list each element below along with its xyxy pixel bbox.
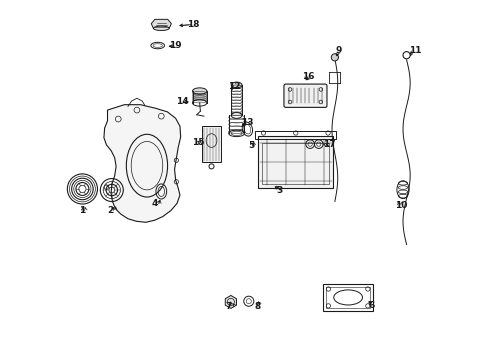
Text: 8: 8 bbox=[254, 302, 260, 311]
Text: 16: 16 bbox=[301, 72, 314, 81]
Text: 13: 13 bbox=[241, 118, 253, 127]
Text: 11: 11 bbox=[408, 46, 421, 55]
Text: 9: 9 bbox=[335, 46, 342, 55]
Bar bbox=[258, 136, 333, 188]
Text: 12: 12 bbox=[228, 82, 241, 91]
Ellipse shape bbox=[153, 26, 169, 31]
Text: 4: 4 bbox=[152, 199, 158, 208]
Ellipse shape bbox=[231, 82, 242, 88]
Bar bbox=[202, 126, 221, 162]
Bar bbox=[323, 284, 372, 311]
Polygon shape bbox=[104, 105, 180, 222]
Text: 3: 3 bbox=[276, 186, 283, 195]
Circle shape bbox=[330, 54, 338, 61]
Text: 10: 10 bbox=[394, 201, 407, 210]
Text: 7: 7 bbox=[225, 302, 232, 311]
Text: 14: 14 bbox=[176, 96, 188, 105]
Text: 17: 17 bbox=[323, 140, 335, 149]
Polygon shape bbox=[225, 296, 236, 309]
Text: 15: 15 bbox=[192, 138, 204, 147]
Text: 19: 19 bbox=[169, 41, 182, 50]
Bar bbox=[325, 287, 369, 308]
Bar bbox=[255, 131, 336, 139]
Bar bbox=[262, 143, 328, 184]
FancyBboxPatch shape bbox=[284, 84, 326, 107]
Text: 18: 18 bbox=[187, 19, 199, 28]
Text: 1: 1 bbox=[79, 206, 85, 215]
Text: 2: 2 bbox=[107, 206, 114, 215]
Polygon shape bbox=[151, 19, 171, 28]
Ellipse shape bbox=[192, 88, 206, 94]
Text: 6: 6 bbox=[367, 301, 374, 310]
Text: 5: 5 bbox=[247, 141, 254, 150]
